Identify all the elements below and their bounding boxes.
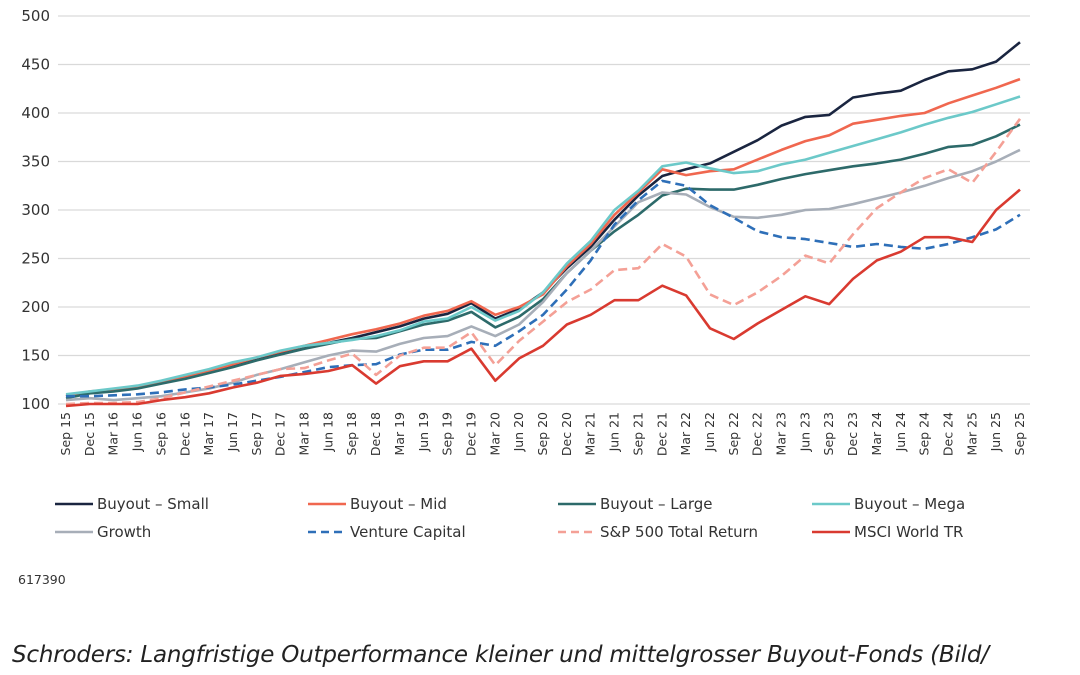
legend: Buyout – Small Buyout – Mid Buyout – Large…	[55, 495, 965, 541]
y-tick-label: 450	[21, 56, 50, 74]
y-tick-label: 400	[21, 104, 50, 122]
x-tick-label: Dec 24	[940, 412, 955, 456]
x-tick-label: Mar 17	[201, 412, 216, 455]
x-tick-label: Sep 23	[821, 412, 836, 455]
series-line	[65, 123, 1021, 400]
series-lines	[65, 41, 1022, 408]
x-tick-label: Sep 21	[630, 412, 645, 455]
x-tick-label: Mar 24	[869, 412, 884, 456]
legend-label: MSCI World TR	[854, 523, 963, 541]
x-tick-label: Sep 18	[344, 412, 359, 455]
x-tick-label: Jun 25	[988, 412, 1003, 452]
gridlines	[58, 15, 1030, 405]
legend-label: Buyout – Mega	[854, 495, 965, 513]
x-tick-label: Mar 25	[964, 412, 979, 455]
series-line	[65, 41, 1021, 398]
x-tick-label: Mar 16	[106, 412, 121, 456]
x-tick-label: Jun 19	[416, 412, 431, 452]
x-tick-label: Mar 21	[583, 412, 598, 455]
x-tick-label: Dec 19	[463, 412, 478, 456]
y-tick-label: 350	[21, 153, 50, 171]
y-tick-label: 100	[21, 395, 50, 413]
y-tick-label: 200	[21, 298, 50, 316]
x-tick-label: Mar 18	[297, 412, 312, 456]
series-line	[65, 148, 1021, 402]
x-tick-label: Sep 16	[153, 412, 168, 455]
y-tick-label: 500	[21, 7, 50, 25]
x-tick-label: Jun 23	[797, 412, 812, 452]
series-line	[65, 118, 1022, 406]
x-tick-label: Sep 17	[249, 412, 264, 455]
x-tick-label: Sep 15	[58, 412, 73, 455]
y-tick-label: 300	[21, 201, 50, 219]
y-tick-label: 150	[21, 347, 50, 365]
source-note: 617390	[18, 572, 66, 587]
x-tick-label: Mar 19	[392, 412, 407, 456]
line-chart: 100 150 200 250 300 350 400 450 500 Sep 15 Dec 15…	[21, 7, 1030, 541]
x-tick-label: Jun 20	[511, 412, 526, 452]
x-tick-label: Jun 18	[320, 412, 335, 452]
x-tick-label: Jun 16	[130, 412, 145, 452]
legend-label: Buyout – Mid	[350, 495, 447, 513]
x-tick-label: Dec 16	[177, 412, 192, 456]
x-tick-label: Dec 18	[368, 412, 383, 456]
x-tick-label: Dec 17	[273, 412, 288, 456]
x-tick-label: Dec 21	[654, 412, 669, 456]
x-tick-label: Sep 22	[726, 412, 741, 455]
x-tick-label: Sep 24	[917, 412, 932, 455]
x-tick-label: Mar 20	[487, 412, 502, 456]
x-tick-label: Sep 20	[535, 412, 550, 455]
series-line	[65, 77, 1021, 398]
x-tick-label: Jun 21	[607, 412, 622, 452]
x-tick-label: Dec 20	[559, 412, 574, 456]
x-tick-label: Jun 24	[893, 412, 908, 452]
legend-label: Growth	[97, 523, 151, 541]
legend-label: S&P 500 Total Return	[600, 523, 758, 541]
series-line	[66, 179, 1021, 398]
x-tick-label: Mar 22	[678, 412, 693, 455]
y-tick-label: 250	[21, 250, 50, 268]
x-tick-label: Mar 23	[774, 412, 789, 455]
x-tick-label: Sep 25	[1012, 412, 1027, 455]
x-tick-label: Dec 15	[82, 412, 97, 456]
x-tick-label: Jun 22	[702, 412, 717, 452]
x-axis: Sep 15 Dec 15 Mar 16 Jun 16 Sep 16 Dec 16 Mar …	[58, 412, 1027, 456]
y-axis: 100 150 200 250 300 350 400 450 500	[21, 7, 50, 413]
x-tick-label: Dec 22	[750, 412, 765, 456]
legend-label: Buyout – Small	[97, 495, 209, 513]
series-line	[65, 95, 1021, 396]
x-tick-label: Sep 19	[440, 412, 455, 455]
image-caption: Schroders: Langfristige Outperformance k…	[12, 642, 989, 668]
legend-label: Buyout – Large	[600, 495, 712, 513]
x-tick-label: Dec 23	[845, 412, 860, 456]
x-tick-label: Jun 17	[225, 412, 240, 452]
series-line	[65, 188, 1021, 408]
legend-label: Venture Capital	[350, 523, 466, 541]
